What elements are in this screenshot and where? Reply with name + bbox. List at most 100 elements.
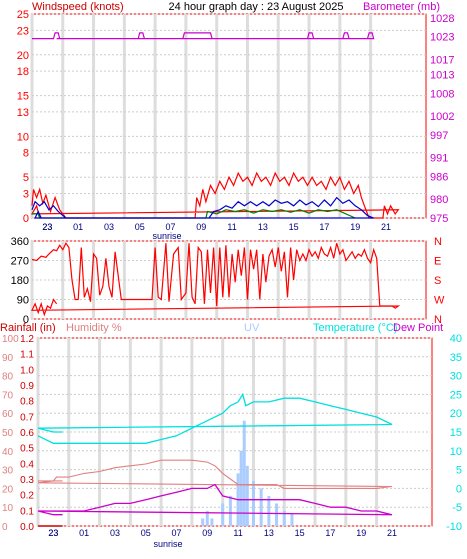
x-tick-label: 17 — [319, 222, 329, 232]
rain-tick-label: 0.9 — [20, 381, 34, 392]
uv-bar — [242, 420, 246, 526]
temperature-tick-label: 40 — [450, 333, 462, 345]
baro-tick-label: 991 — [430, 153, 448, 165]
uv-bar — [239, 450, 243, 526]
dewpoint-legend: Dew Point — [393, 322, 443, 334]
rain-axis-ticks: 0.0 0.1 0.2 0.3 0.4 0.5 0.6 0.7 0.8 0.9 1.0 1.1 1.2 — [20, 334, 34, 533]
x-tick-label: 09 — [196, 222, 206, 232]
x-tick-label: 05 — [141, 528, 151, 538]
x-tick-label: 23 — [42, 222, 52, 232]
chart-title: 24 hour graph day : 23 August 2025 — [169, 1, 344, 13]
wind-tick-label: 0 — [23, 213, 29, 225]
rain-tick-label: 0.6 — [20, 428, 34, 439]
direction-axis-ticks: 0 90 180 270 360 — [11, 236, 29, 326]
temperature-tick-label: -5 — [452, 502, 462, 514]
humidity-tick-label: 50 — [2, 428, 14, 439]
rain-tick-label: 0.5 — [20, 444, 34, 455]
compass-tick-label: E — [434, 256, 441, 268]
x-tick-label: 19 — [356, 528, 366, 538]
wind-tick-label: 18 — [17, 66, 29, 78]
temperature-tick-label: 0 — [456, 483, 462, 495]
x-tick-label: 13 — [264, 528, 274, 538]
baro-tick-label: 1013 — [430, 69, 454, 81]
baro-tick-label: 986 — [430, 171, 448, 183]
temperature-tick-label: 20 — [450, 408, 462, 420]
x-tick-label: 11 — [227, 222, 236, 232]
baro-tick-label: 1017 — [430, 54, 454, 66]
x-tick-label: 23 — [48, 528, 58, 538]
temperature-panel-grid — [36, 337, 432, 527]
rain-tick-label: 0.7 — [20, 412, 34, 423]
rain-tick-label: 1.0 — [20, 365, 34, 376]
compass-tick-label: N — [434, 314, 442, 326]
direction-line — [31, 242, 401, 317]
uv-bar — [228, 495, 232, 526]
wind-tick-label: 13 — [17, 107, 29, 119]
uv-bar — [282, 510, 286, 526]
direction-tick-label: 360 — [11, 236, 29, 248]
uv-bar — [251, 480, 255, 526]
uv-bar — [290, 513, 294, 526]
barometer-line — [32, 32, 375, 40]
temperature-tick-label: 15 — [450, 427, 462, 439]
wind-axis-ticks: 0 3 5 8 10 13 15 18 20 23 25 — [17, 9, 29, 225]
uv-bar — [275, 503, 279, 526]
temperature-axis-ticks: -10 -5 0 5 10 15 20 25 30 35 40 — [446, 333, 462, 533]
humidity-tick-label: 90 — [2, 353, 14, 364]
wind-axis-title: Windspeed (knots) — [32, 1, 124, 13]
x-tick-label: 13 — [258, 222, 268, 232]
rain-tick-label: 0.8 — [20, 397, 34, 408]
baro-tick-label: 980 — [430, 194, 448, 206]
rain-tick-label: 1.1 — [20, 350, 34, 361]
uv-bar — [259, 488, 263, 526]
wind-tick-label: 3 — [23, 189, 29, 201]
direction-tick-label: 270 — [11, 256, 29, 268]
baro-tick-label: 975 — [430, 213, 448, 225]
temperature-panel-series — [37, 392, 393, 527]
compass-tick-label: W — [434, 295, 445, 307]
temperature-line — [37, 392, 393, 444]
wind-tick-label: 15 — [17, 91, 29, 103]
wind-panel-series — [30, 32, 400, 219]
humidity-tick-label: 80 — [2, 372, 14, 383]
x-tick-label: 03 — [110, 528, 120, 538]
dewpoint-line — [37, 483, 393, 516]
humidity-tick-label: 60 — [2, 409, 14, 420]
rain-tick-label: 1.2 — [20, 334, 34, 345]
direction-tick-label: 90 — [17, 295, 29, 307]
baro-axis-ticks: 975 980 986 991 997 1002 1008 1013 1017 1023 1028 — [430, 13, 454, 225]
x-tick-label: 21 — [381, 222, 391, 232]
x-tick-label: 09 — [202, 528, 212, 538]
temperature-tick-label: -10 — [446, 521, 462, 533]
compass-tick-label: S — [434, 275, 441, 287]
direction-panel-series — [31, 242, 401, 317]
uv-bar — [205, 510, 209, 526]
rain-tick-label: 0.0 — [20, 522, 34, 533]
wind-tick-label: 5 — [23, 172, 29, 184]
rain-tick-label: 0.3 — [20, 475, 34, 486]
wind-tick-label: 20 — [17, 50, 29, 62]
x-tick-label: 01 — [79, 528, 89, 538]
baro-tick-label: 1008 — [430, 88, 454, 100]
uv-bar — [201, 518, 205, 526]
uv-bar — [210, 518, 214, 526]
humidity-tick-label: 30 — [2, 466, 14, 477]
x-tick-label: 21 — [387, 528, 397, 538]
x-tick-label: 03 — [104, 222, 114, 232]
x-tick-label: 07 — [172, 528, 182, 538]
wind-tick-label: 23 — [17, 25, 29, 37]
temperature-panel: 0.00.10.20.30.40.50.60.70.80.91.01.11.2 … — [2, 333, 462, 549]
temperature-tick-label: 5 — [456, 465, 462, 477]
compass-tick-label: N — [434, 236, 442, 248]
x-tick-label: 05 — [135, 222, 145, 232]
wind-panel-frame — [31, 13, 427, 219]
uv-bar — [221, 503, 225, 526]
baro-axis-title: Barometer (mb) — [363, 1, 440, 13]
temperature-tick-label: 30 — [450, 371, 462, 383]
x-tick-label: 23 — [48, 528, 58, 538]
rain-tick-label: 0.1 — [20, 506, 34, 517]
uv-legend: UV — [244, 322, 260, 334]
